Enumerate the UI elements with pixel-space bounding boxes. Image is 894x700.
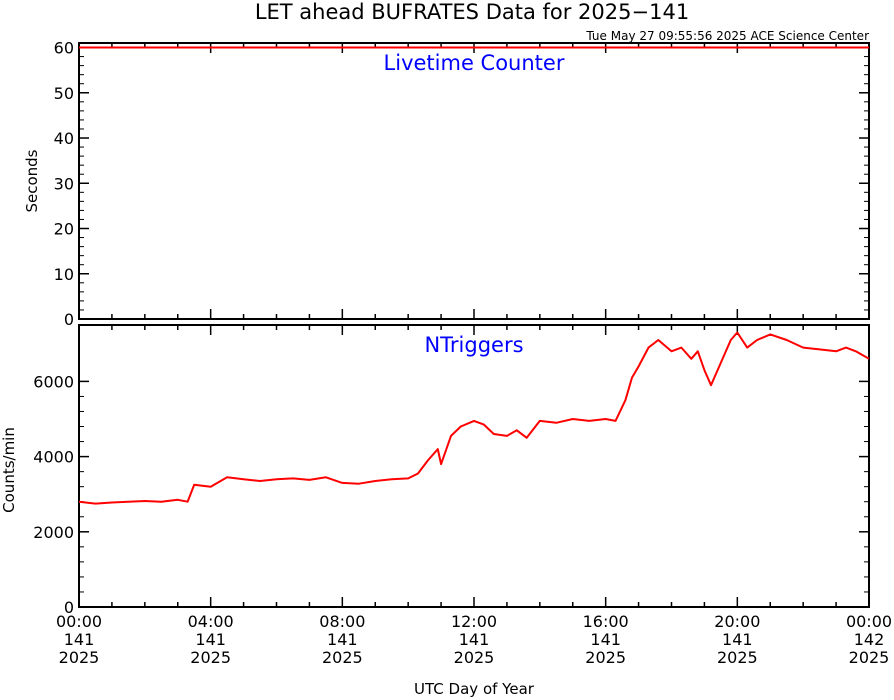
x-tick-time: 16:00 — [583, 612, 629, 631]
x-tick-time: 08:00 — [319, 612, 365, 631]
ntriggers-ylabel: Counts/min — [0, 427, 18, 513]
ntriggers-ytick-label: 4000 — [33, 448, 74, 467]
livetime-y-axis: 0 10 20 30 40 50 60 — [54, 39, 869, 329]
livetime-ytick-label: 10 — [54, 265, 74, 284]
x-tick-year: 2025 — [717, 648, 758, 667]
x-tick-day: 141 — [722, 630, 753, 649]
x-tick-day: 142 — [854, 630, 885, 649]
x-tick-time: 00:00 — [56, 612, 102, 631]
x-tick-day: 141 — [195, 630, 226, 649]
livetime-panel-frame — [78, 42, 870, 320]
chart-title: LET ahead BUFRATES Data for 2025−141 — [255, 0, 689, 24]
livetime-panel-label: Livetime Counter — [384, 51, 565, 75]
x-tick-time: 20:00 — [714, 612, 760, 631]
x-tick-year: 2025 — [59, 648, 100, 667]
livetime-ytick-label: 20 — [54, 220, 74, 239]
ntriggers-panel-frame — [78, 324, 870, 608]
x-tick-day: 141 — [459, 630, 490, 649]
livetime-ytick-label: 40 — [54, 129, 74, 148]
ntriggers-x-ticks — [78, 325, 870, 607]
x-tick-day: 141 — [64, 630, 95, 649]
livetime-ytick-label: 0 — [64, 310, 74, 329]
ntriggers-y-axis: 0 2000 4000 6000 — [33, 372, 869, 617]
x-tick-day: 141 — [327, 630, 358, 649]
ntriggers-ytick-label: 2000 — [33, 523, 74, 542]
ntriggers-panel-label: NTriggers — [424, 333, 523, 357]
ntriggers-ytick-label: 0 — [64, 598, 74, 617]
livetime-x-ticks — [78, 43, 870, 319]
x-axis-title: UTC Day of Year — [414, 680, 535, 698]
x-tick-year: 2025 — [849, 648, 890, 667]
timestamp: Tue May 27 09:55:56 2025 ACE Science Cen… — [585, 29, 869, 43]
x-tick-year: 2025 — [190, 648, 231, 667]
x-tick-labels: 00:00141202504:00141202508:00141202512:0… — [56, 612, 892, 667]
livetime-ytick-label: 30 — [54, 174, 74, 193]
ntriggers-ytick-label: 6000 — [33, 372, 74, 391]
livetime-ytick-label: 50 — [54, 84, 74, 103]
x-tick-year: 2025 — [454, 648, 495, 667]
x-tick-time: 12:00 — [451, 612, 497, 631]
x-tick-time: 00:00 — [846, 612, 892, 631]
x-tick-year: 2025 — [322, 648, 363, 667]
livetime-ylabel: Seconds — [23, 149, 41, 212]
x-tick-day: 141 — [590, 630, 621, 649]
x-tick-time: 04:00 — [188, 612, 234, 631]
x-tick-year: 2025 — [585, 648, 626, 667]
ntriggers-series-line — [78, 331, 870, 505]
livetime-ytick-label: 60 — [54, 39, 74, 58]
